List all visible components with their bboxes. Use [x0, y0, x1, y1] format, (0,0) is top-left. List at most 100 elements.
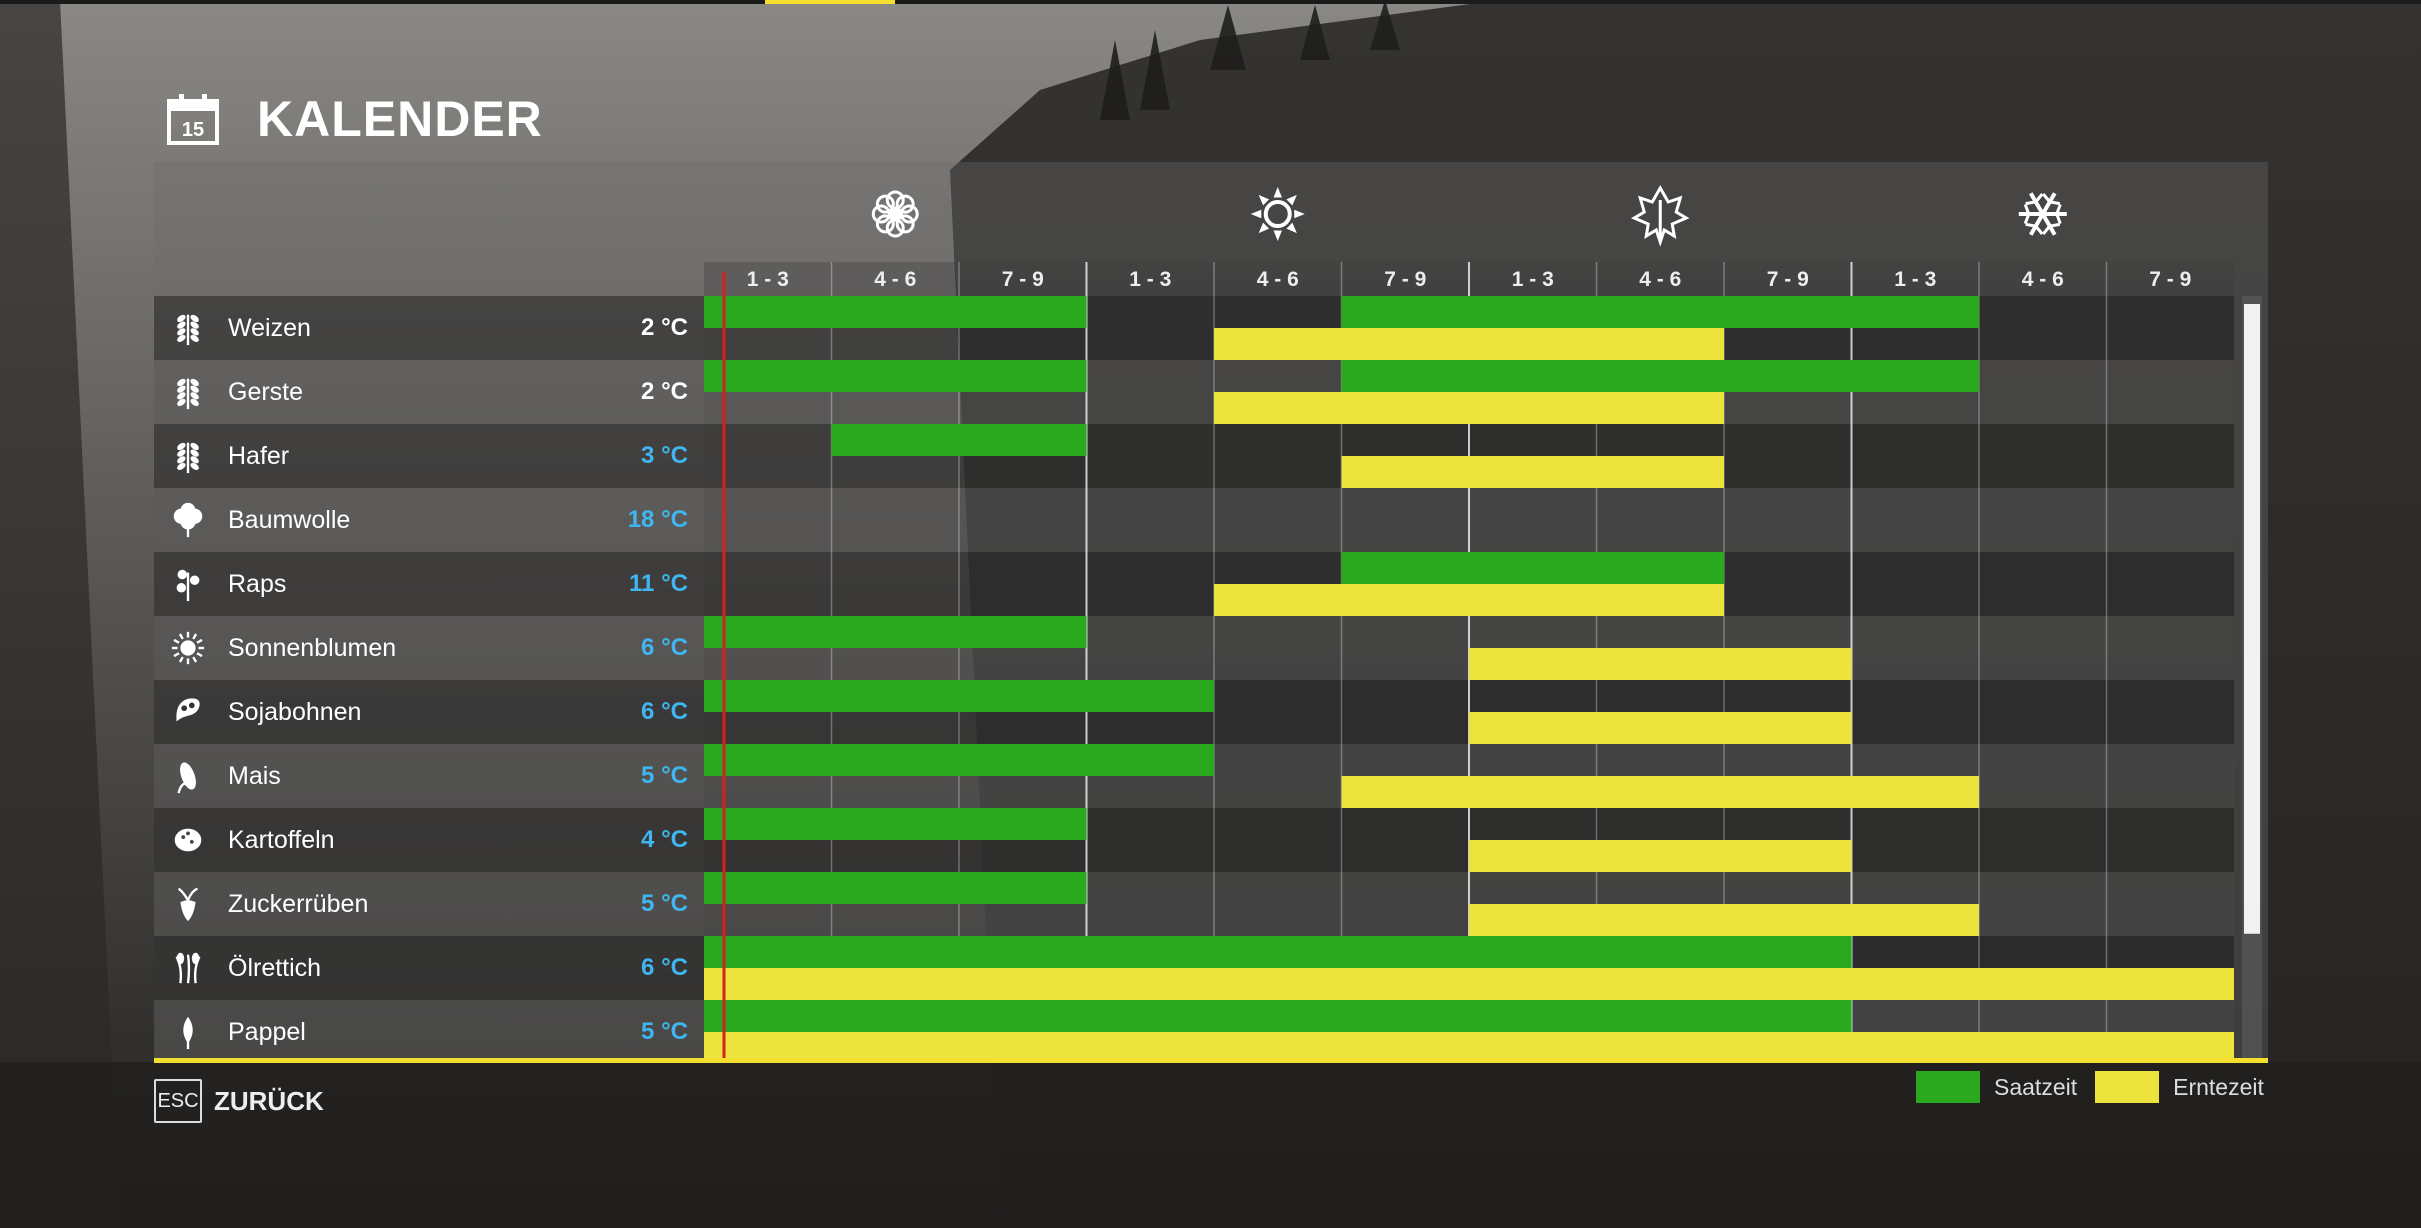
- sow-bar: [704, 360, 1087, 392]
- crop-name: Baumwolle: [228, 505, 351, 534]
- crop-row-1[interactable]: Gerste 2 °C: [154, 360, 704, 424]
- crop-row-bg: [154, 872, 704, 936]
- period-label: 1 - 3: [1894, 268, 1936, 291]
- legend-swatch-sow: [1916, 1071, 1980, 1103]
- sow-bar: [831, 424, 1087, 456]
- sow-bar: [704, 872, 1087, 904]
- summer-sun-icon: [1250, 187, 1305, 241]
- calendar-day: 15: [182, 119, 204, 141]
- wheat-icon: [168, 308, 208, 348]
- crop-row-6[interactable]: Sojabohnen 6 °C: [154, 680, 704, 744]
- crop-row-bg: [154, 552, 704, 616]
- legend-label-harvest: Erntezeit: [2173, 1073, 2264, 1100]
- winter-snowflake-icon: [2018, 192, 2067, 236]
- harvest-bar: [704, 1032, 2234, 1062]
- sow-bar: [1341, 552, 1724, 584]
- sow-bar: [704, 808, 1087, 840]
- crop-row-5[interactable]: Sonnenblumen 6 °C: [154, 616, 704, 680]
- harvest-bar: [1469, 840, 1852, 872]
- period-label: 4 - 6: [874, 268, 916, 291]
- crop-row-8[interactable]: Kartoffeln 4 °C: [154, 808, 704, 872]
- panel-bottom-accent: [154, 1058, 2268, 1063]
- crop-row-bg: [154, 680, 704, 744]
- crop-name: Ölrettich: [228, 953, 322, 982]
- crop-row-bg: [154, 616, 704, 680]
- harvest-bar: [1214, 328, 1724, 360]
- crop-temperature: 6 °C: [641, 698, 688, 725]
- crop-row-bg: [154, 936, 704, 1000]
- crop-row-bg: [154, 296, 704, 360]
- crop-row-bg: [154, 424, 704, 488]
- crop-temperature: 5 °C: [641, 1018, 688, 1045]
- crop-temperature: 18 °C: [627, 506, 688, 533]
- crop-temperature: 2 °C: [641, 378, 688, 405]
- period-label: 7 - 9: [1384, 268, 1426, 291]
- period-label: 1 - 3: [747, 268, 789, 291]
- sow-bar: [704, 1000, 1852, 1032]
- crop-row-7[interactable]: Mais 5 °C: [154, 744, 704, 808]
- period-label: 7 - 9: [1767, 268, 1809, 291]
- scrollbar-thumb[interactable]: [2244, 304, 2260, 934]
- sow-bar: [704, 616, 1087, 648]
- crop-temperature: 6 °C: [641, 634, 688, 661]
- crop-name: Weizen: [228, 313, 311, 342]
- harvest-bar: [1341, 456, 1724, 488]
- esc-key-icon: ESC: [154, 1079, 202, 1123]
- crop-row-11[interactable]: Pappel 5 °C: [154, 1000, 704, 1064]
- crop-name: Raps: [228, 569, 287, 598]
- crop-row-10[interactable]: Ölrettich 6 °C: [154, 936, 704, 1000]
- crop-row-0[interactable]: Weizen 2 °C: [154, 296, 704, 360]
- crop-name: Zuckerrüben: [228, 889, 369, 918]
- harvest-bar: [1469, 904, 1979, 936]
- sow-bar: [704, 680, 1214, 712]
- crop-temperature: 5 °C: [641, 890, 688, 917]
- back-button[interactable]: ESC ZURÜCK: [154, 1079, 324, 1123]
- sow-bar: [704, 744, 1214, 776]
- oilradish-icon: [168, 948, 208, 988]
- poplar-icon: [168, 1012, 208, 1052]
- crop-temperature: 3 °C: [641, 442, 688, 469]
- harvest-bar: [1214, 584, 1724, 616]
- period-label: 1 - 3: [1512, 268, 1554, 291]
- crop-temperature: 2 °C: [641, 314, 688, 341]
- crop-temperature: 4 °C: [641, 826, 688, 853]
- crop-row-9[interactable]: Zuckerrüben 5 °C: [154, 872, 704, 936]
- crop-row-bg: [154, 488, 704, 552]
- sugarbeet-icon: [168, 884, 208, 924]
- crop-temperature: 5 °C: [641, 762, 688, 789]
- calendar-icon: 15: [167, 94, 219, 145]
- crop-name: Pappel: [228, 1017, 306, 1046]
- crop-name: Mais: [228, 761, 281, 790]
- period-label: 4 - 6: [1639, 268, 1681, 291]
- crop-temperature: 6 °C: [641, 954, 688, 981]
- cotton-icon: [168, 500, 208, 540]
- sow-bar: [704, 936, 1852, 968]
- harvest-bar: [1214, 392, 1724, 424]
- soybean-icon: [168, 692, 208, 732]
- crop-name: Hafer: [228, 441, 290, 470]
- crop-row-4[interactable]: Raps 11 °C: [154, 552, 704, 616]
- harvest-bar: [1469, 648, 1852, 680]
- corn-icon: [168, 756, 208, 796]
- legend-swatch-harvest: [2095, 1071, 2160, 1103]
- crop-row-2[interactable]: Hafer 3 °C: [154, 424, 704, 488]
- autumn-leaf-icon: [1630, 184, 1690, 247]
- legend: Saatzeit Erntezeit: [1916, 1071, 2282, 1103]
- sow-bar: [1341, 296, 1979, 328]
- sow-bar: [1341, 360, 1979, 392]
- harvest-bar: [1341, 776, 1979, 808]
- period-label: 1 - 3: [1129, 268, 1171, 291]
- spring-flower-icon: [871, 190, 919, 238]
- crop-name: Sonnenblumen: [228, 633, 397, 662]
- sunflower-icon: [168, 628, 208, 668]
- crop-row-bg: [154, 1000, 704, 1062]
- legend-label-sow: Saatzeit: [1994, 1073, 2078, 1100]
- potato-icon: [168, 820, 208, 860]
- crop-name: Gerste: [228, 377, 304, 406]
- crop-row-3[interactable]: Baumwolle 18 °C: [154, 488, 704, 552]
- period-label: 4 - 6: [1257, 268, 1299, 291]
- sow-bar: [704, 296, 1087, 328]
- calendar-grid: 1 - 3 4 - 6 7 - 9 1 - 3 4 - 6 7 - 9 1 - 3 4 - 6…: [154, 184, 2262, 1062]
- oat-icon: [168, 436, 208, 476]
- harvest-bar: [1469, 712, 1852, 744]
